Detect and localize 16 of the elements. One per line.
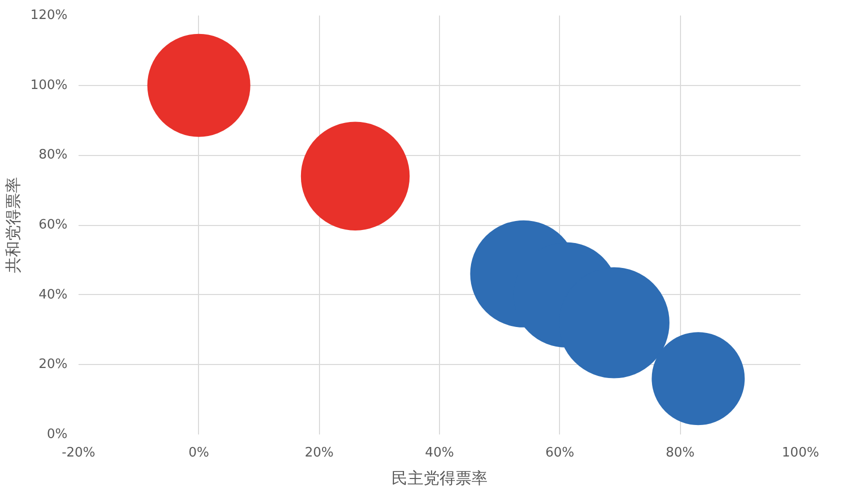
x-tick-label: 60% — [545, 446, 574, 460]
x-tick-label: 100% — [782, 446, 820, 460]
y-tick-label: 60% — [38, 218, 68, 232]
y-axis-title: 共和党得票率 — [3, 177, 22, 273]
x-tick-label: 40% — [425, 446, 454, 460]
y-tick-label: 120% — [30, 8, 68, 23]
x-tick-label: 20% — [304, 446, 334, 460]
y-tick-label: 80% — [38, 148, 68, 163]
x-tick-label: -20% — [62, 446, 96, 460]
y-tick-label: 100% — [30, 78, 68, 93]
x-tick-label: 80% — [666, 446, 695, 460]
x-tick-label: 0% — [188, 446, 210, 460]
y-tick-label: 40% — [38, 287, 68, 302]
y-tick-label: 20% — [38, 357, 68, 372]
y-tick-label: 0% — [46, 427, 68, 442]
x-axis-title: 民主党得票率 — [392, 468, 488, 488]
